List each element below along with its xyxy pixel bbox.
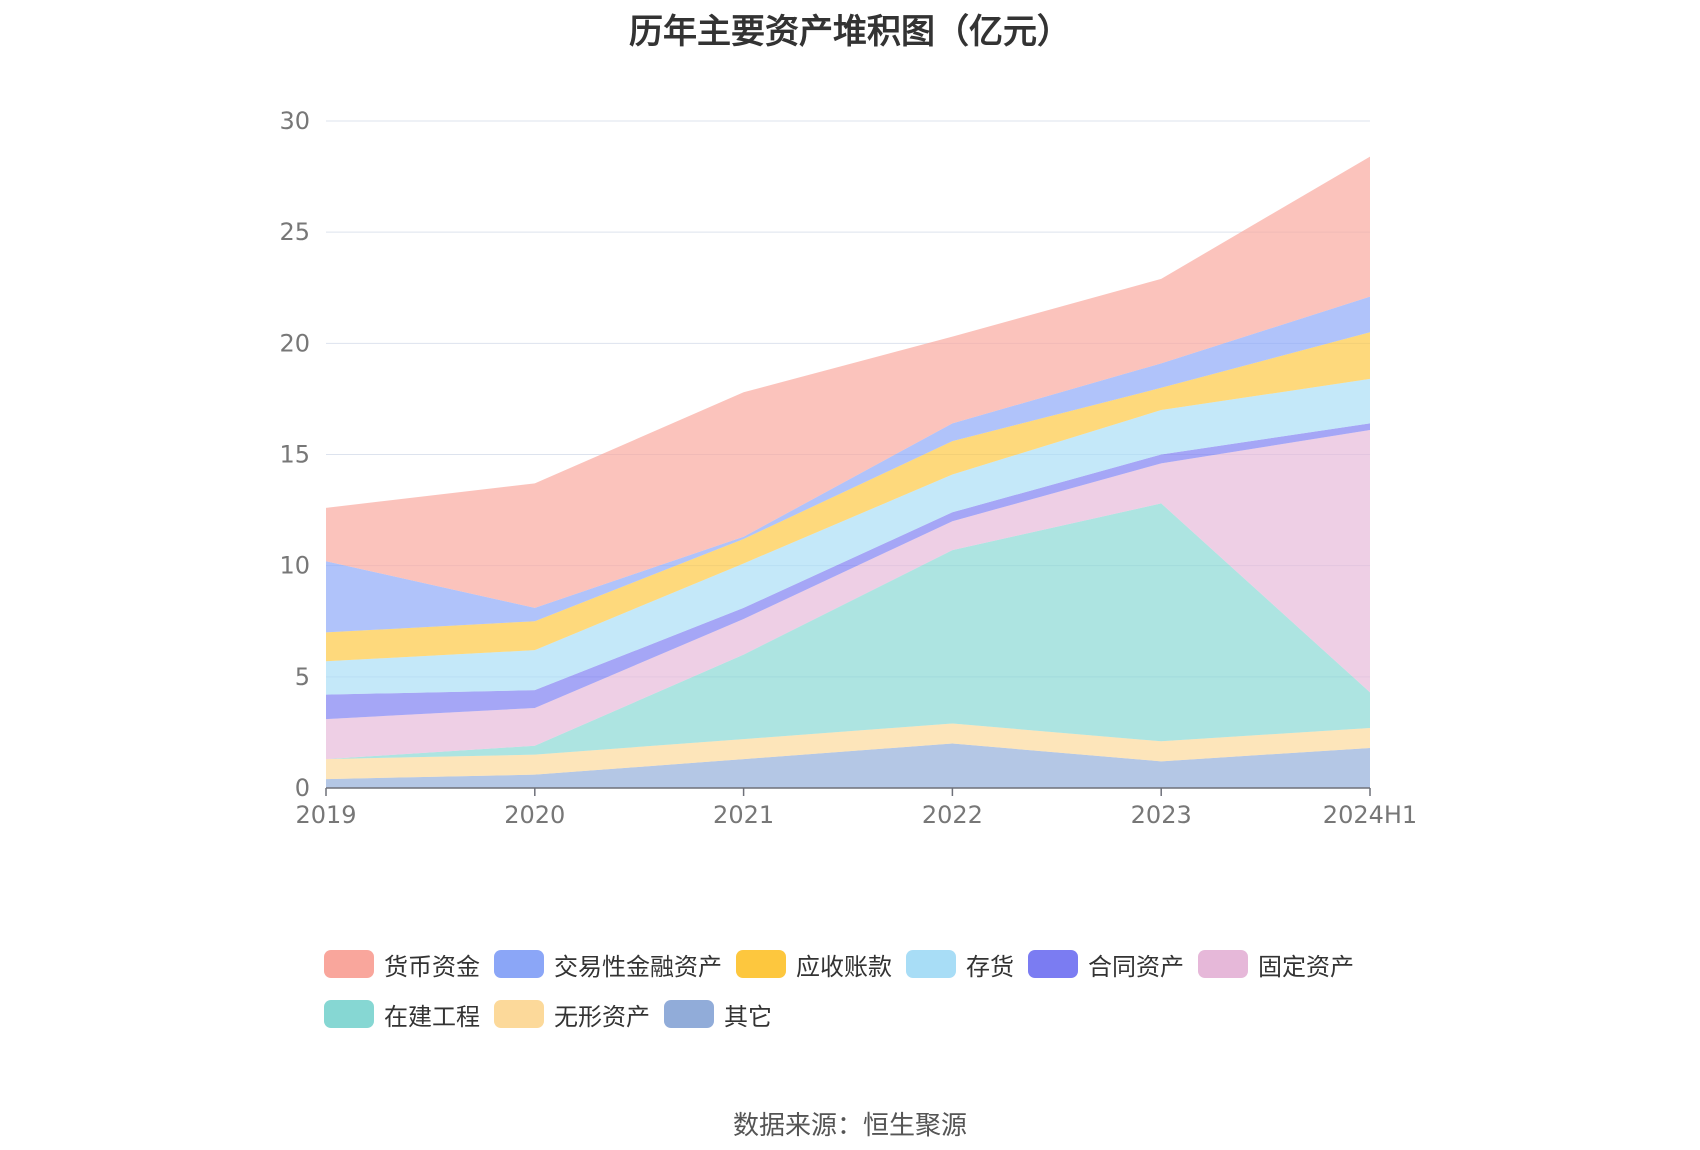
legend-label: 货币资金 <box>384 952 480 981</box>
legend-swatch <box>736 950 786 978</box>
legend-label: 合同资产 <box>1088 952 1184 981</box>
legend-label: 无形资产 <box>554 1002 650 1031</box>
area-在建工程 <box>326 503 1370 760</box>
legend-item[interactable]: 交易性金融资产 <box>494 948 722 981</box>
y-tick-label: 10 <box>279 552 310 580</box>
x-tick-label: 2023 <box>1131 801 1192 829</box>
legend-swatch <box>1198 950 1248 978</box>
legend-label: 交易性金融资产 <box>554 952 722 981</box>
legend-item[interactable]: 在建工程 <box>324 998 480 1031</box>
area-其它 <box>326 743 1370 788</box>
legend-label: 在建工程 <box>384 1002 480 1031</box>
area-无形资产 <box>326 723 1370 780</box>
axes: 0 5 10 15 20 25 30 2019 2020 2021 2022 2023 2024H1 <box>279 107 1417 829</box>
legend-swatch <box>324 950 374 978</box>
y-tick-label: 15 <box>279 441 310 469</box>
x-tick-label: 2021 <box>713 801 774 829</box>
area-存货 <box>326 378 1370 695</box>
legend-item[interactable]: 固定资产 <box>1198 948 1354 981</box>
legend-swatch <box>1028 950 1078 978</box>
chart-title: 历年主要资产堆积图（亿元） <box>629 12 1071 52</box>
x-tick-label: 2024H1 <box>1323 801 1417 829</box>
legend-swatch <box>664 1000 714 1028</box>
legend-item[interactable]: 其它 <box>664 998 772 1031</box>
area-固定资产 <box>326 430 1370 760</box>
area-交易性金融资产 <box>326 296 1370 633</box>
y-tick-label: 5 <box>295 663 310 691</box>
legend-swatch <box>324 1000 374 1028</box>
area-货币资金 <box>326 156 1370 608</box>
y-tick-label: 30 <box>279 107 310 135</box>
legend-item[interactable]: 货币资金 <box>324 948 480 981</box>
y-tick-label: 20 <box>279 329 310 357</box>
x-tick-label: 2019 <box>295 801 356 829</box>
area-应收账款 <box>326 332 1370 662</box>
legend-label: 应收账款 <box>796 952 892 981</box>
legend: 货币资金 交易性金融资产 应收账款 存货 合同资产 固定资产在建工程 无形资产 其它 <box>324 948 1424 1048</box>
legend-swatch <box>906 950 956 978</box>
source-note: 数据来源：恒生聚源 <box>732 1111 967 1141</box>
legend-label: 存货 <box>966 952 1014 981</box>
legend-label: 其它 <box>724 1002 772 1031</box>
y-tick-label: 0 <box>295 774 310 802</box>
area-series <box>326 156 1370 788</box>
legend-swatch <box>494 950 544 978</box>
x-tick-label: 2020 <box>504 801 565 829</box>
legend-label: 固定资产 <box>1258 952 1354 981</box>
legend-swatch <box>494 1000 544 1028</box>
legend-item[interactable]: 应收账款 <box>736 948 892 981</box>
legend-item[interactable]: 存货 <box>906 948 1014 981</box>
x-tick-label: 2022 <box>922 801 983 829</box>
legend-item[interactable]: 合同资产 <box>1028 948 1184 981</box>
y-tick-label: 25 <box>279 218 310 246</box>
legend-item[interactable]: 无形资产 <box>494 998 650 1031</box>
